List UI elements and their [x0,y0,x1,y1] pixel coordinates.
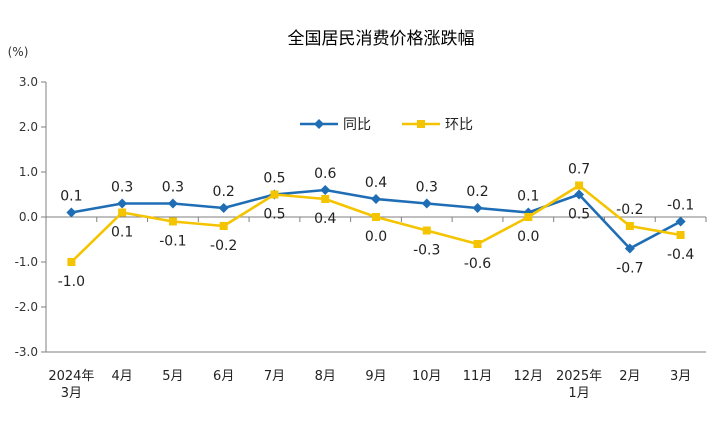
x-tick-label: 1月 [568,386,589,401]
y-tick-label: -3.0 [15,345,38,359]
series-point-0 [117,198,128,209]
series-point-1 [372,213,380,221]
x-tick-label: 5月 [162,369,183,384]
x-tick-label: 3月 [61,386,82,401]
data-label: 0.1 [517,189,539,205]
data-label: 0.5 [263,207,285,223]
series-point-1 [524,213,533,221]
x-tick-label: 7月 [264,369,285,384]
x-tick-label: 10月 [412,369,442,384]
data-label: 0.1 [60,189,82,205]
data-label: -0.3 [413,243,440,259]
legend-entry-label: 环比 [445,117,473,133]
series-point-1 [168,217,177,226]
x-tick-label: 2025年 [556,369,602,384]
axes: 3.0 2.0 1.0 0.0 -1.0 -2.0 -3.0 2024年 3月 4月 5月 6月 7月 8… [15,75,707,401]
legend: 同比 环比 [300,117,473,133]
chart-title: 全国居民消费价格涨跌幅 [288,29,475,49]
data-label: -0.7 [616,261,643,277]
series-point-0 [218,203,229,213]
x-tick-label: 12月 [514,369,544,384]
data-label: 0.7 [568,162,590,178]
series-point-1 [270,190,279,199]
data-label: 0.3 [111,180,133,196]
series-point-0 [421,198,432,209]
data-label: -0.2 [616,202,643,218]
series-point-1 [219,222,228,230]
data-label: -0.1 [667,198,694,214]
y-tick-label: -1.0 [15,255,38,269]
series-point-0 [624,243,635,254]
data-label: -0.6 [464,256,491,272]
x-tick-label: 4月 [112,369,133,384]
series-layer [66,181,686,266]
data-label: -0.2 [210,238,237,254]
y-tick-label: 1.0 [19,165,38,179]
series-point-0 [675,216,686,227]
x-tick-label: 9月 [365,369,386,384]
legend-entry-label: 同比 [343,117,371,133]
data-label: 0.5 [263,171,285,187]
y-tick-label: 2.0 [19,120,38,134]
data-label: 0.4 [365,175,387,191]
series-point-1 [422,226,431,235]
series-point-1 [676,231,685,239]
x-tick-label: 11月 [463,369,493,384]
y-tick-label: 0.0 [19,210,38,224]
x-tick-label: 3月 [670,369,691,384]
x-tick-label: 2024年 [48,369,94,384]
data-label: 0.1 [111,225,133,241]
series-point-1 [321,195,330,203]
series-point-0 [472,203,483,213]
legend-swatch-marker [314,119,324,129]
data-label: 0.0 [365,229,387,245]
y-axis-unit-label: (%) [8,45,29,59]
x-tick-label: 2月 [619,369,640,384]
data-label: 0.5 [568,207,590,223]
data-label: 0.2 [213,184,235,200]
series-point-1 [118,208,127,217]
data-label: 0.4 [314,211,336,227]
data-labels-layer: 0.1 0.3 0.3 0.2 0.5 0.6 0.4 0.3 0.2 0.1 0.5 -0.7 -0.… [58,162,695,291]
legend-swatch-marker [417,120,425,128]
series-point-1 [473,240,482,248]
series-point-1 [67,258,76,266]
x-tick-label: 6月 [213,369,234,384]
series-point-1 [625,222,634,230]
series-point-0 [167,198,178,209]
data-label: 0.3 [416,180,438,196]
series-point-0 [371,194,381,204]
data-label: 0.3 [162,180,184,196]
data-label: -1.0 [58,274,85,290]
y-tick-label: 3.0 [19,75,38,89]
x-tick-label: 8月 [315,369,336,384]
series-point-0 [66,207,77,218]
data-label: 0.6 [314,166,336,182]
data-label: -0.4 [667,247,694,263]
data-label: -0.1 [159,234,186,250]
data-label: 0.2 [466,184,488,200]
series-point-0 [574,189,585,200]
y-tick-label: -2.0 [15,300,38,314]
data-label: 0.0 [517,229,539,245]
series-point-0 [320,185,331,195]
series-point-1 [575,181,584,190]
